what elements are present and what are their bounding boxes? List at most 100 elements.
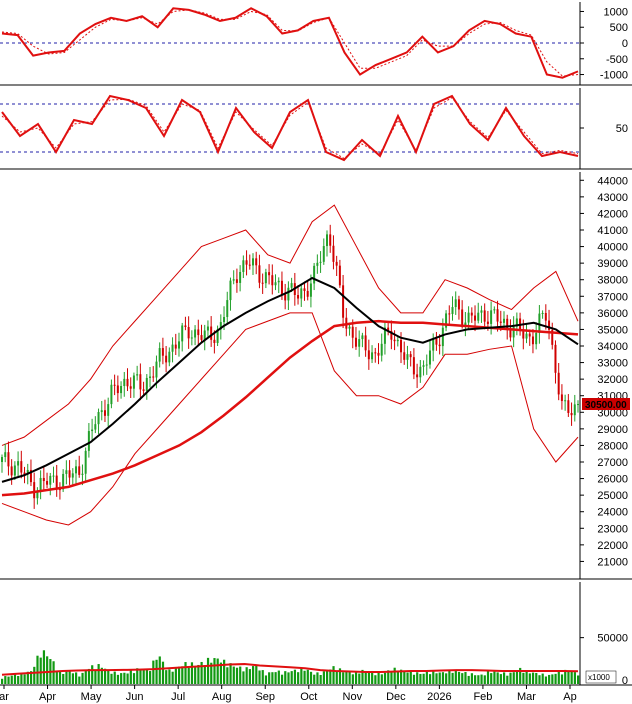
volume-bar-7 xyxy=(23,674,26,684)
volume-bar-29 xyxy=(94,670,97,684)
volume-bar-93 xyxy=(300,667,303,684)
volume-bar-140 xyxy=(451,672,454,684)
volume-bar-88 xyxy=(284,671,287,684)
x-tick-label-4: Jul xyxy=(171,691,185,703)
volume-bar-92 xyxy=(297,672,300,684)
osc1-main-line xyxy=(1,7,579,79)
candle-body-9 xyxy=(29,469,32,483)
candle-body-133 xyxy=(428,350,431,365)
volume-bar-85 xyxy=(274,672,277,684)
candle-body-119 xyxy=(383,327,386,344)
candle-body-173 xyxy=(557,372,560,395)
volume-bar-136 xyxy=(438,672,441,684)
candle-body-163 xyxy=(525,333,528,339)
candle-body-68 xyxy=(219,322,222,330)
candle-body-30 xyxy=(97,412,100,425)
candle-body-127 xyxy=(409,354,412,358)
candle-body-138 xyxy=(445,313,448,328)
volume-bar-149 xyxy=(480,674,483,684)
oscillator-panel-2: 50 xyxy=(0,88,632,170)
volume-bar-11 xyxy=(36,655,39,684)
price-tick-label-21: 23000 xyxy=(597,523,628,535)
candle-body-166 xyxy=(535,332,538,345)
candle-body-69 xyxy=(223,317,226,323)
volume-bar-41 xyxy=(132,673,136,684)
volume-bar-142 xyxy=(457,671,461,684)
osc1-tick-label-3: -500 xyxy=(606,54,628,66)
price-tick-label-10: 34000 xyxy=(597,341,628,353)
osc1-tick-label-1: 500 xyxy=(610,22,628,34)
volume-bar-99 xyxy=(319,675,322,684)
candle-body-72 xyxy=(232,279,235,281)
volume-panel: 50000 0 x1000 xyxy=(0,582,632,687)
candle-body-147 xyxy=(474,315,477,321)
volume-bar-16 xyxy=(52,661,55,684)
candle-body-88 xyxy=(284,294,287,301)
candle-body-143 xyxy=(461,309,464,326)
candle-body-61 xyxy=(197,329,200,336)
volume-bar-139 xyxy=(448,669,451,684)
candle-body-8 xyxy=(26,469,29,475)
candle-body-151 xyxy=(486,321,489,324)
volume-bar-159 xyxy=(512,672,515,684)
osc1-tick-label-2: 0 xyxy=(622,38,628,50)
candle-body-18 xyxy=(58,489,61,491)
volume-bar-37 xyxy=(120,673,123,684)
candle-body-0 xyxy=(1,457,3,462)
candle-body-55 xyxy=(177,341,180,349)
volume-bar-168 xyxy=(541,673,544,684)
x-tick-label-8: Nov xyxy=(343,691,363,703)
candle-body-168 xyxy=(541,312,544,314)
price-panel: 44000 43000 42000 41000 40000 39000 38000 37000… xyxy=(0,172,632,580)
candle-body-19 xyxy=(62,473,65,490)
candle-body-27 xyxy=(87,431,90,451)
price-tick-label-2: 42000 xyxy=(597,208,628,220)
candle-body-78 xyxy=(251,258,254,266)
candle-body-159 xyxy=(512,326,515,338)
price-tick-label-9: 35000 xyxy=(597,324,628,336)
candle-body-56 xyxy=(181,325,184,342)
candle-body-121 xyxy=(390,330,393,340)
candle-body-74 xyxy=(239,271,242,283)
volume-bar-67 xyxy=(216,658,219,684)
volume-bar-33 xyxy=(107,669,110,684)
volume-bar-113 xyxy=(364,670,367,684)
volume-bar-86 xyxy=(277,670,280,684)
volume-bar-54 xyxy=(174,666,177,684)
price-tick-label-17: 27000 xyxy=(597,457,628,469)
candle-body-123 xyxy=(396,339,399,342)
volume-bar-91 xyxy=(293,669,297,684)
volume-bar-173 xyxy=(557,671,560,684)
volume-bar-119 xyxy=(383,672,387,684)
volume-bar-151 xyxy=(486,671,490,684)
price-tick-label-18: 26000 xyxy=(597,474,628,486)
volume-bar-137 xyxy=(441,672,445,684)
volume-bar-166 xyxy=(535,672,538,684)
candle-body-170 xyxy=(548,320,551,330)
candle-body-87 xyxy=(280,280,283,295)
candle-body-178 xyxy=(573,404,576,416)
candle-body-105 xyxy=(338,265,341,286)
candle-body-82 xyxy=(264,272,267,284)
x-tick-label-10: 2026 xyxy=(427,691,451,703)
volume-bar-49 xyxy=(158,656,161,684)
candle-body-54 xyxy=(174,344,177,349)
volume-bar-128 xyxy=(412,674,416,684)
volume-bar-55 xyxy=(177,666,181,684)
candle-body-14 xyxy=(46,481,49,485)
candle-body-49 xyxy=(158,348,161,362)
volume-bar-77 xyxy=(248,669,251,684)
candle-body-96 xyxy=(309,283,312,297)
volume-bar-172 xyxy=(554,673,557,684)
price-tick-label-19: 25000 xyxy=(597,490,628,502)
osc2-tick-label-0: 50 xyxy=(616,123,628,135)
volume-bar-127 xyxy=(409,670,412,684)
volume-bar-175 xyxy=(564,669,567,684)
volume-bar-78 xyxy=(251,666,255,684)
volume-bar-102 xyxy=(329,669,332,684)
price-tick-label-15: 29000 xyxy=(597,424,628,436)
volume-bar-116 xyxy=(374,675,377,684)
volume-tick-label-0: 50000 xyxy=(597,633,628,645)
volume-bar-98 xyxy=(316,672,319,684)
